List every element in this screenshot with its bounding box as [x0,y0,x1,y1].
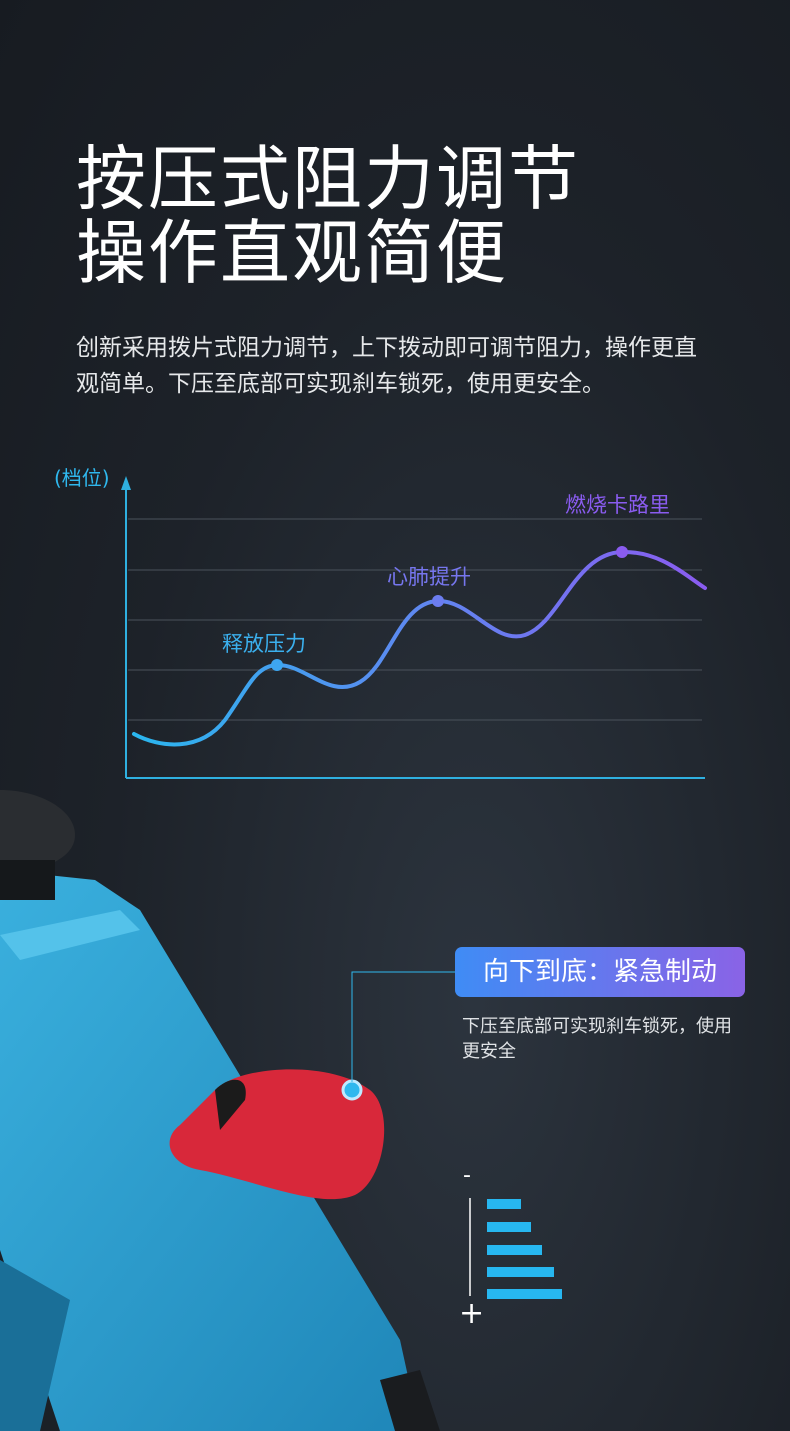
level-bar-1 [487,1199,521,1209]
plus-sign: + [459,1296,485,1331]
trend-curve [132,549,707,747]
title-line-1: 按压式阻力调节 [76,138,580,220]
annotation-cardio: 心肺提升 [387,565,471,589]
point-2 [432,595,444,607]
level-bar-5 [487,1289,562,1299]
callout-leader [351,971,456,1082]
point-1 [271,659,283,671]
resistance-lever [169,1069,385,1200]
description: 创新采用拨片式阻力调节，上下拨动即可调节阻力，操作更直观简单。下压至底部可实现刹… [76,335,697,397]
grid-lines [128,518,702,721]
y-axis-arrow [121,476,131,490]
minus-sign: - [463,1163,471,1188]
point-3 [616,546,628,558]
level-bar-2 [487,1222,531,1232]
level-bar-3 [487,1245,542,1255]
annotation-release: 释放压力 [222,632,306,656]
callout-text: 下压至底部可实现刹车锁死，使用更安全 [462,1016,732,1062]
y-axis-label: (档位) [54,466,110,490]
page-title: 按压式阻力调节 操作直观简便 [76,142,580,290]
title-line-2: 操作直观简便 [76,212,508,294]
level-bar-4 [487,1267,554,1277]
callout-title: 向下到底：紧急制动 [455,947,745,997]
annotation-burn: 燃烧卡路里 [565,493,670,517]
